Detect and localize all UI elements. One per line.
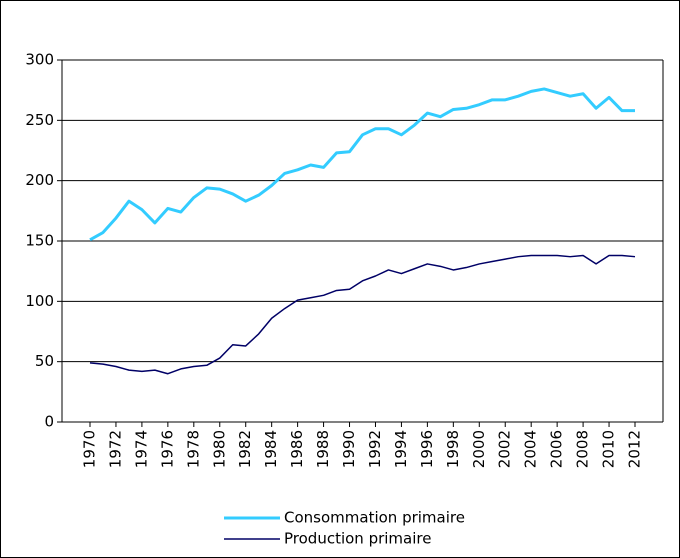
- legend-label: Production primaire: [284, 530, 431, 548]
- x-tick-label: 2012: [626, 430, 644, 468]
- y-tick-label: 150: [25, 232, 54, 250]
- legend-label: Consommation primaire: [284, 509, 465, 527]
- x-tick-label: 2000: [470, 430, 488, 468]
- y-tick-label: 300: [25, 51, 54, 69]
- x-tick-label: 2010: [600, 430, 618, 468]
- x-tick-label: 1984: [262, 430, 280, 468]
- x-tick-label: 1974: [132, 430, 150, 468]
- x-tick-label: 1988: [314, 430, 332, 468]
- x-tick-label: 1972: [106, 430, 124, 468]
- x-tick-label: 1996: [418, 430, 436, 468]
- x-tick-label: 1998: [444, 430, 462, 468]
- y-tick-label: 250: [25, 111, 54, 129]
- x-tick-label: 1992: [366, 430, 384, 468]
- y-tick-label: 50: [35, 352, 54, 370]
- x-tick-label: 2006: [548, 430, 566, 468]
- y-tick-label: 100: [25, 292, 54, 310]
- x-tick-label: 1980: [210, 430, 228, 468]
- x-tick-label: 1990: [340, 430, 358, 468]
- x-tick-label: 2002: [496, 430, 514, 468]
- x-tick-label: 2004: [522, 430, 540, 468]
- x-tick-label: 1976: [158, 430, 176, 468]
- series-line: [89, 87, 635, 242]
- x-tick-label: 2008: [574, 430, 592, 468]
- series-line: [89, 254, 636, 375]
- y-tick-label: 0: [44, 413, 54, 431]
- y-tick-label: 200: [25, 171, 54, 189]
- x-tick-label: 1978: [184, 430, 202, 468]
- x-tick-label: 1986: [288, 430, 306, 468]
- x-tick-label: 1982: [236, 430, 254, 468]
- x-tick-label: 1970: [81, 430, 99, 468]
- x-tick-label: 1994: [392, 430, 410, 468]
